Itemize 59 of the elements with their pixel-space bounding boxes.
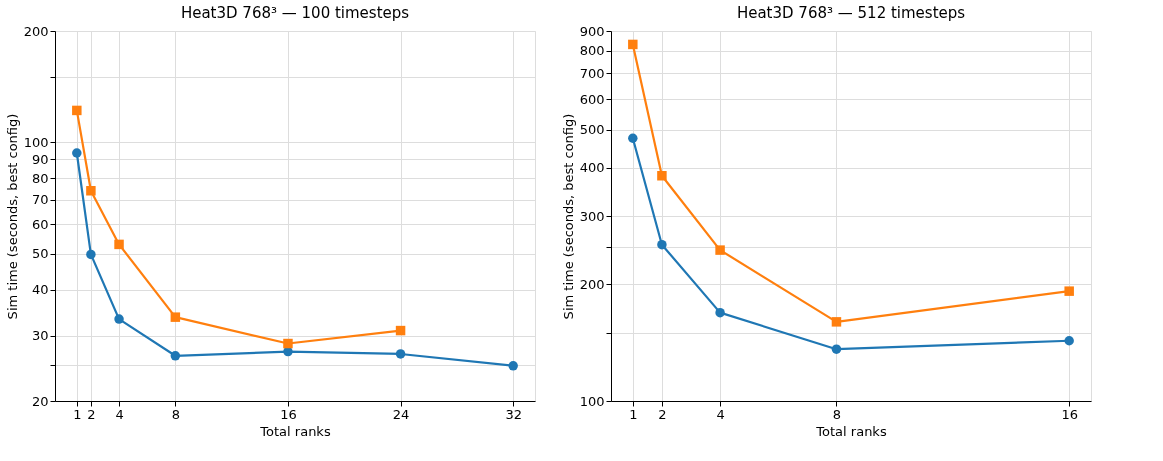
y-tick-label: 50 — [31, 246, 49, 262]
point — [715, 307, 725, 318]
x-tick-label: 8 — [171, 406, 180, 422]
x-tick-label: 16 — [280, 406, 297, 422]
y-tick-label: 700 — [579, 65, 605, 81]
y-tick-label: 30 — [31, 328, 49, 344]
y-tick-label: 800 — [579, 43, 605, 59]
point — [831, 317, 842, 327]
point — [86, 249, 96, 260]
x-tick-label: 16 — [1061, 406, 1078, 422]
point — [283, 338, 293, 349]
x-tick-label: 2 — [658, 406, 667, 422]
y-tick-label: 40 — [31, 282, 49, 298]
y-tick-label: 900 — [579, 23, 605, 39]
point — [831, 344, 842, 354]
point — [114, 239, 124, 250]
y-axis-title: Sim time (seconds, best config) — [560, 113, 576, 320]
x-tick-label: 8 — [832, 406, 842, 422]
x-axis-title: Total ranks — [259, 423, 331, 439]
point — [114, 314, 124, 324]
point — [395, 349, 406, 359]
y-tick-label: 80 — [31, 170, 49, 186]
point — [508, 361, 518, 371]
y-tick-label: 100 — [23, 134, 49, 150]
x-tick-label: 4 — [716, 406, 725, 422]
x-tick-label: 1 — [73, 406, 82, 422]
y-tick-label: 600 — [579, 91, 605, 107]
point — [715, 245, 725, 255]
point — [72, 105, 82, 116]
point — [395, 325, 406, 336]
point — [628, 133, 638, 143]
chart-title: Heat3D 768³ — 512 timesteps — [736, 4, 966, 22]
point — [628, 39, 638, 50]
y-tick-label: 500 — [579, 122, 605, 138]
point — [170, 312, 181, 322]
point — [1064, 336, 1074, 346]
y-tick-label: 200 — [23, 23, 49, 39]
x-tick-label: 2 — [87, 406, 96, 422]
point — [86, 186, 96, 196]
point — [72, 148, 82, 158]
x-axis-title: Total ranks — [815, 423, 887, 439]
x-tick-label: 1 — [629, 406, 638, 422]
x-tick-label: 4 — [115, 406, 124, 422]
y-tick-label: 200 — [579, 276, 605, 292]
y-axis-title: Sim time (seconds, best config) — [4, 113, 20, 320]
point — [657, 239, 667, 250]
x-tick-label: 32 — [505, 406, 522, 422]
y-tick-label: 60 — [31, 216, 49, 232]
y-tick-label: 300 — [579, 208, 605, 224]
y-tick-label: 70 — [31, 192, 49, 208]
point — [170, 351, 181, 361]
point — [657, 171, 667, 181]
y-tick-label: 100 — [579, 393, 605, 409]
y-tick-label: 20 — [31, 393, 49, 409]
y-tick-label: 90 — [31, 151, 49, 167]
y-tick-label: 400 — [579, 160, 605, 176]
x-tick-label: 24 — [392, 406, 410, 422]
point — [1064, 286, 1074, 296]
chart-title: Heat3D 768³ — 100 timesteps — [180, 4, 410, 22]
